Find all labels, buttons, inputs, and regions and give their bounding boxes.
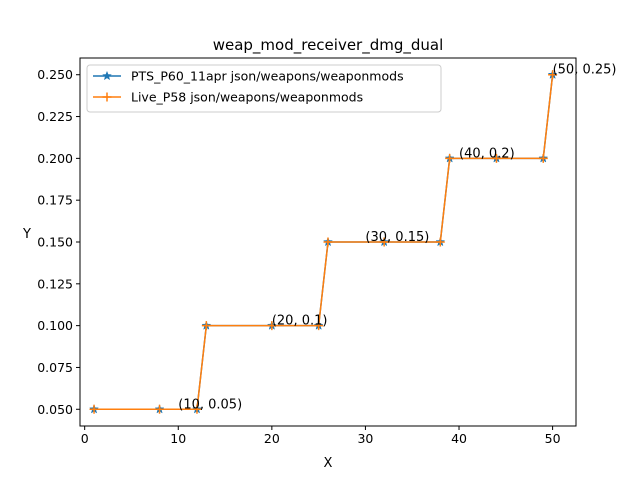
- y-axis-label: Y: [22, 227, 31, 242]
- legend-marker: [102, 92, 112, 102]
- x-tick-label: 50: [545, 431, 561, 446]
- x-axis-label: X: [324, 456, 333, 471]
- x-tick-label: 20: [264, 431, 280, 446]
- y-tick-label: 0.050: [37, 402, 73, 417]
- y-tick-label: 0.125: [37, 276, 73, 291]
- y-tick-label: 0.075: [37, 360, 73, 375]
- data-point: [435, 237, 445, 247]
- data-point: [491, 153, 501, 163]
- x-tick-label: 10: [170, 431, 186, 446]
- y-tick-label: 0.175: [37, 193, 73, 208]
- point-annotation: (40, 0.2): [459, 146, 515, 161]
- series-2: [89, 70, 558, 414]
- legend-box: [86, 64, 442, 113]
- data-point: [155, 404, 165, 414]
- data-point: [538, 153, 548, 163]
- point-annotation: (30, 0.15): [365, 230, 429, 245]
- data-point: [201, 321, 211, 331]
- data-point: [445, 153, 455, 163]
- data-point: [548, 70, 558, 80]
- legend-entry: PTS_P60_11apr json/weapons/weaponmods: [93, 69, 404, 84]
- data-point: [323, 237, 333, 247]
- data-point: [379, 237, 389, 247]
- x-tick-label: 0: [81, 431, 89, 446]
- y-tick-label: 0.250: [37, 67, 73, 82]
- legend-label: PTS_P60_11apr json/weapons/weaponmods: [131, 69, 404, 84]
- legend: PTS_P60_11apr json/weapons/weaponmods Liv…: [86, 64, 442, 113]
- y-tick-label: 0.225: [37, 109, 73, 124]
- data-point: [192, 404, 202, 414]
- data-point: [89, 404, 99, 414]
- data-point: [267, 321, 277, 331]
- point-annotation: (20, 0.1): [272, 314, 328, 329]
- point-annotation: (10, 0.05): [178, 397, 242, 412]
- data-point: [314, 321, 324, 331]
- legend-marker: [102, 70, 112, 81]
- series-layer: [89, 69, 558, 414]
- legend-label: Live_P58 json/weapons/weaponmods: [131, 90, 363, 105]
- y-tick-label: 0.200: [37, 151, 73, 166]
- y-tick-label: 0.100: [37, 318, 73, 333]
- x-tick-label: 40: [451, 431, 467, 446]
- legend-entry: Live_P58 json/weapons/weaponmods: [93, 90, 363, 105]
- point-annotation: (50, 0.25): [553, 63, 617, 78]
- chart-title: weap_mod_receiver_dmg_dual: [213, 36, 444, 55]
- y-axis: 0.050 0.075 0.100 0.125 0.150 0.175 0.200 0.225…: [37, 67, 80, 417]
- x-axis: 0 10 20 30 40 50: [81, 426, 561, 446]
- y-tick-label: 0.150: [37, 235, 73, 250]
- x-tick-label: 30: [357, 431, 373, 446]
- annotation-layer: (10, 0.05) (20, 0.1) (30, 0.15) (40, 0.2) (5…: [178, 63, 616, 413]
